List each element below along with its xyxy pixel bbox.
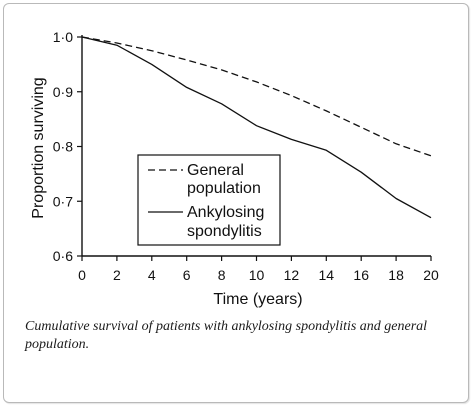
- legend-label-ankylosing-line1: Ankylosing: [187, 204, 264, 221]
- legend: General population Ankylosing spondyliti…: [137, 154, 281, 246]
- x-tick-label: 0: [78, 267, 86, 283]
- legend-label-general-line2: population: [187, 180, 261, 197]
- legend-label-general-line1: General: [187, 162, 244, 179]
- x-tick-label: 18: [388, 267, 404, 283]
- series-line-general-population: [81, 36, 432, 157]
- x-tick-label: 12: [284, 267, 300, 283]
- x-tick-label: 2: [113, 267, 121, 283]
- x-tick-label: 10: [249, 267, 265, 283]
- series-line-ankylosing-spondylitis: [81, 36, 432, 219]
- legend-label-ankylosing-line2: spondylitis: [187, 223, 262, 240]
- y-tick-label: 1·0: [53, 29, 73, 45]
- ticks: 0 2 4 6 8 10 12 14 16 18 20 0·6 0·7 0·8 0·9 1·0: [53, 29, 439, 283]
- y-tick-label: 0·6: [53, 248, 73, 264]
- series-layer: [81, 36, 432, 219]
- x-axis-label: Time (years): [213, 291, 302, 308]
- y-tick-label: 0·9: [53, 84, 73, 100]
- x-tick-label: 6: [183, 267, 191, 283]
- figure-caption: Cumulative survival of patients with ank…: [25, 319, 428, 352]
- y-tick-label: 0·7: [53, 193, 73, 209]
- x-tick-label: 20: [423, 267, 439, 283]
- y-tick-label: 0·8: [53, 139, 73, 155]
- x-tick-label: 14: [319, 267, 335, 283]
- x-tick-label: 4: [148, 267, 156, 283]
- x-tick-label: 8: [218, 267, 226, 283]
- x-tick-label: 16: [353, 267, 369, 283]
- y-axis-label: Proportion surviving: [30, 77, 47, 218]
